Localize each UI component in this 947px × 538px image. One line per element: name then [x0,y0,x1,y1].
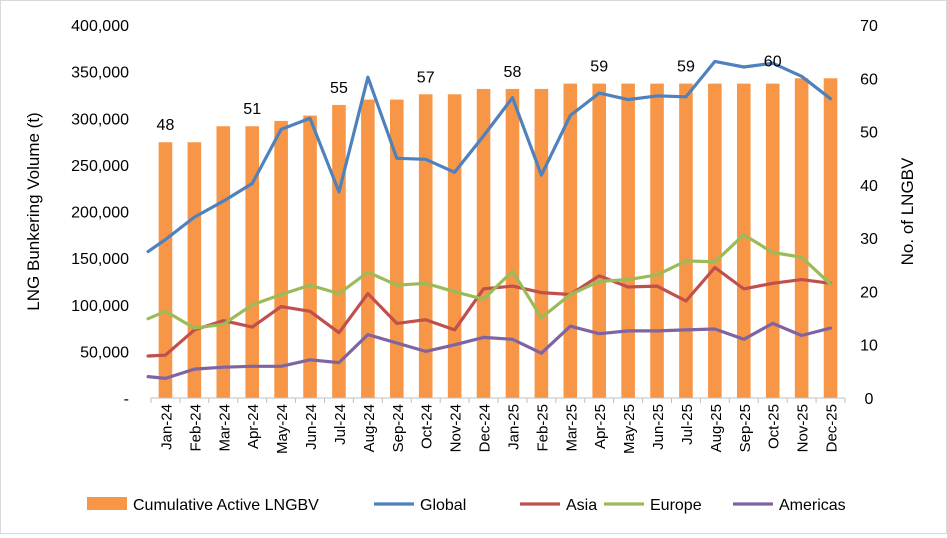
y-left-tick-label: - [124,391,129,408]
bar-mar-24 [216,126,231,398]
y-left-tick-label: 350,000 [71,65,129,82]
bar-data-label: 60 [764,53,782,70]
line-asia [146,265,833,358]
bar-sep-25 [736,83,751,398]
x-tick-label: Dec-25 [824,404,841,452]
x-tick-label: Feb-24 [187,404,204,452]
x-tick-label: May-24 [274,404,291,454]
x-tick-label: Jan-25 [505,404,522,450]
bar-apr-24 [245,126,260,398]
bar-data-label: 58 [504,64,522,81]
legend-label: Global [420,497,466,514]
bar-dec-24 [476,88,491,398]
legend-label: Europe [650,497,702,514]
x-tick-label: Oct-24 [419,404,436,449]
x-tick-label: Oct-25 [766,404,783,449]
line-global [146,59,833,254]
bar-series-group [158,78,838,399]
x-tick-label: Jan-24 [158,404,175,450]
bar-feb-24 [187,142,202,398]
x-tick-label: Jun-24 [303,404,320,450]
x-tick-label: Jul-24 [332,404,349,445]
bar-nov-25 [794,78,809,399]
axes-group: Jan-24 Feb-24 Mar-24 Apr-24 May-24 Jun-24 Jul-… [24,18,917,454]
x-tick-label: Nov-24 [448,404,465,452]
bar-aug-24 [361,99,375,398]
x-tick-label: Jul-25 [679,404,696,445]
x-tick-label: Apr-25 [592,404,609,449]
y-right-tick-label: 20 [860,284,878,301]
bar-may-24 [274,120,288,399]
y-right-tick-label: 30 [860,231,878,248]
bar-aug-25 [708,83,722,398]
x-tick-label: Jun-25 [650,404,667,450]
line-series-group [146,59,833,380]
bar-jul-25 [679,83,693,398]
bar-jan-25 [505,88,520,398]
y-left-tick-label: 250,000 [71,158,129,175]
y-right-tick-label: 70 [860,18,878,35]
x-tick-label: Aug-24 [361,404,378,452]
line-europe [146,233,833,330]
x-tick-label: Sep-24 [390,404,407,452]
y-left-tick-label: 200,000 [71,205,129,222]
legend-swatch-bar [87,497,127,510]
y-right-axis-title: No. of LNGBV [898,157,917,265]
bar-dec-25 [823,78,838,399]
x-tick-label: Nov-25 [795,404,812,452]
bar-may-25 [621,83,635,398]
y-left-axis-title: LNG Bunkering Volume (t) [24,112,43,310]
bar-nov-24 [447,94,462,399]
bar-data-label: 51 [243,101,261,118]
y-right-tick-label: 60 [860,71,878,88]
bar-jun-25 [650,83,664,398]
y-left-tick-label: 150,000 [71,251,129,268]
legend-label: Asia [566,497,597,514]
bar-jul-24 [332,104,346,398]
bar-data-label: 48 [157,117,175,134]
x-tick-label: Dec-24 [477,404,494,452]
bar-data-label: 59 [677,59,695,76]
bar-data-label: 59 [590,59,608,76]
y-right-tick-label: 10 [860,338,878,355]
bar-apr-25 [592,83,607,398]
line-americas [146,321,833,380]
x-tick-label: Sep-25 [737,404,754,452]
legend: Cumulative Active LNGBV Global Asia Europe A… [87,497,846,514]
bar-oct-25 [765,83,780,398]
legend-label: Americas [779,497,846,514]
y-right-tick-label: 0 [865,391,874,408]
bar-data-label: 57 [417,69,435,86]
y-right-tick-label: 50 [860,125,878,142]
x-tick-label: Aug-25 [708,404,725,452]
legend-label: Cumulative Active LNGBV [133,497,319,514]
x-tick-label: Apr-24 [245,404,262,449]
y-left-tick-label: 300,000 [71,111,129,128]
data-labels-group: 48 51 55 57 58 59 59 60 [157,53,782,134]
y-left-tick-label: 100,000 [71,298,129,315]
bar-jan-24 [158,142,173,398]
bar-data-label: 55 [330,80,348,97]
y-left-tick-label: 400,000 [71,18,129,35]
x-tick-label: Mar-24 [216,404,233,452]
y-right-tick-label: 40 [860,178,878,195]
x-tick-label: Feb-25 [534,404,551,452]
y-left-tick-label: 50,000 [80,344,129,361]
x-tick-label: May-25 [621,404,638,454]
bar-jun-24 [303,115,317,398]
bar-mar-25 [563,83,578,398]
x-tick-label: Mar-25 [563,404,580,452]
